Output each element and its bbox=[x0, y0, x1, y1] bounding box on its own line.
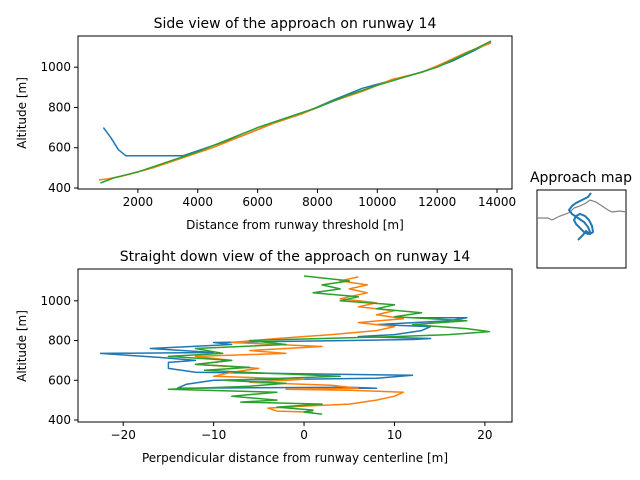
side-view-x-ticks: 2000 4000 6000 8000 10000 12000 14000 bbox=[123, 189, 516, 209]
side-view-plot-frame bbox=[77, 35, 513, 190]
down-view-y-ticks: 400 600 800 1000 bbox=[40, 294, 78, 427]
top-y-tick-label: 800 bbox=[48, 100, 71, 114]
approach-map-inset: Approach map bbox=[530, 170, 632, 269]
down-view-plot-frame bbox=[77, 268, 513, 423]
down-view-title: Straight down view of the approach on ru… bbox=[120, 249, 471, 265]
approach-map-track bbox=[567, 192, 595, 241]
down-view-y-axis-label: Altitude [m] bbox=[15, 310, 29, 382]
side-view-series bbox=[98, 40, 492, 184]
top-x-tick-label: 2000 bbox=[123, 195, 154, 209]
top-x-tick-label: 12000 bbox=[418, 195, 456, 209]
bot-x-tick-label: −20 bbox=[111, 428, 136, 442]
bot-x-tick-label: 0 bbox=[300, 428, 308, 442]
approach-map-title: Approach map bbox=[530, 170, 632, 186]
top-x-tick-label: 10000 bbox=[358, 195, 396, 209]
down-view-chart: Straight down view of the approach on ru… bbox=[15, 249, 513, 465]
bot-y-tick-label: 800 bbox=[48, 334, 71, 348]
top-x-tick-label: 6000 bbox=[242, 195, 273, 209]
down-view-x-ticks: −20 −10 0 10 20 bbox=[111, 422, 493, 442]
down-view-x-axis-label: Perpendicular distance from runway cente… bbox=[142, 451, 448, 465]
bot-series-line-2 bbox=[194, 276, 405, 413]
top-x-tick-label: 14000 bbox=[478, 195, 516, 209]
top-series-line-3 bbox=[100, 40, 492, 184]
side-view-x-axis-label: Distance from runway threshold [m] bbox=[186, 218, 404, 232]
side-view-chart: Side view of the approach on runway 14 2… bbox=[15, 16, 516, 232]
side-view-y-ticks: 400 600 800 1000 bbox=[40, 60, 78, 195]
bot-y-tick-label: 600 bbox=[48, 373, 71, 387]
bot-x-tick-label: 20 bbox=[477, 428, 492, 442]
approach-map-coastline bbox=[537, 199, 627, 221]
top-y-tick-label: 600 bbox=[48, 141, 71, 155]
down-view-series bbox=[99, 275, 491, 415]
bot-series-line-3 bbox=[167, 275, 491, 415]
top-y-tick-label: 1000 bbox=[40, 60, 71, 74]
bot-x-tick-label: −10 bbox=[201, 428, 226, 442]
top-x-tick-label: 4000 bbox=[182, 195, 213, 209]
top-x-tick-label: 8000 bbox=[302, 195, 333, 209]
side-view-title: Side view of the approach on runway 14 bbox=[154, 16, 437, 32]
top-y-tick-label: 400 bbox=[48, 181, 71, 195]
bot-x-tick-label: 10 bbox=[387, 428, 402, 442]
bot-y-tick-label: 400 bbox=[48, 413, 71, 427]
side-view-y-axis-label: Altitude [m] bbox=[15, 77, 29, 149]
bot-y-tick-label: 1000 bbox=[40, 294, 71, 308]
